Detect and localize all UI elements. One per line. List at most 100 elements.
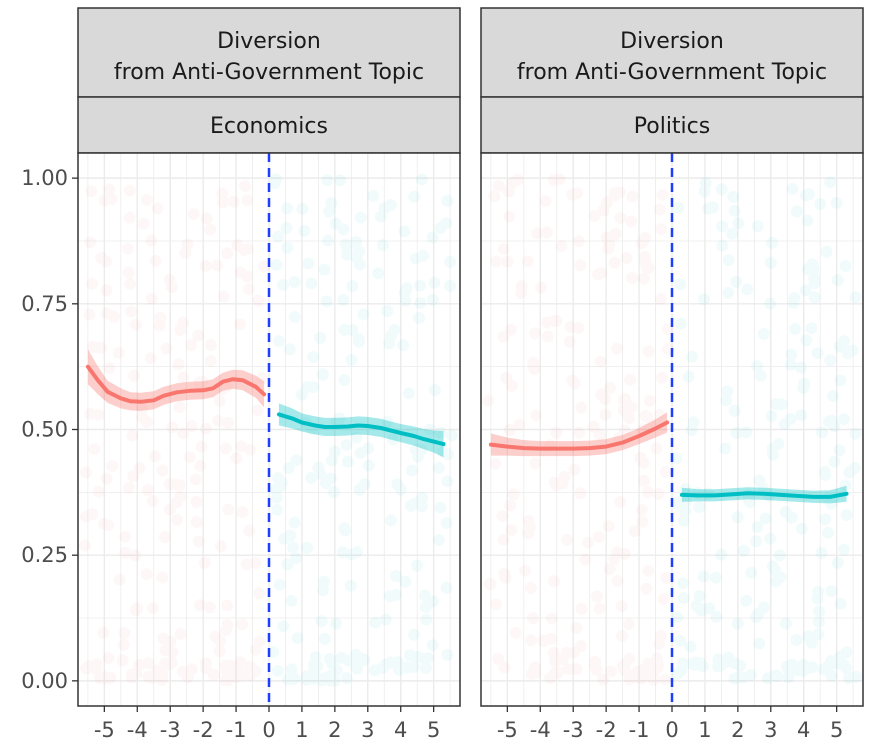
data-point — [671, 611, 684, 624]
data-point — [314, 467, 327, 480]
data-point — [672, 201, 685, 214]
data-point — [273, 578, 286, 591]
data-point — [337, 293, 350, 306]
x-tick-label: -4 — [127, 718, 148, 742]
data-point — [145, 672, 158, 685]
data-point — [618, 424, 631, 437]
data-point — [797, 381, 810, 394]
data-point — [124, 277, 137, 290]
data-point — [328, 445, 341, 458]
data-point — [154, 311, 167, 324]
data-point — [158, 657, 171, 670]
data-point — [589, 655, 602, 668]
x-tick-label: -1 — [226, 718, 247, 742]
data-point — [193, 599, 206, 612]
data-point — [505, 379, 518, 392]
data-point — [190, 495, 203, 508]
data-point — [839, 479, 852, 492]
data-point — [426, 231, 439, 244]
data-point — [556, 477, 569, 490]
data-point — [808, 272, 821, 285]
data-point — [404, 499, 417, 512]
data-point — [313, 673, 326, 686]
data-point — [129, 549, 142, 562]
data-point — [590, 590, 603, 603]
data-point — [412, 650, 425, 663]
data-point — [362, 459, 375, 472]
data-point — [637, 474, 650, 487]
data-point — [156, 571, 169, 584]
data-point — [824, 354, 837, 367]
data-points — [482, 173, 863, 686]
data-point — [840, 646, 853, 659]
y-tick-label: 0.75 — [21, 292, 68, 316]
data-point — [374, 210, 387, 223]
data-point — [843, 672, 856, 685]
data-point — [686, 657, 699, 670]
data-point — [129, 604, 142, 617]
data-point — [541, 226, 554, 239]
data-point — [84, 407, 97, 420]
data-point — [346, 654, 359, 667]
data-point — [307, 658, 320, 671]
data-point — [690, 656, 703, 669]
data-point — [751, 521, 764, 534]
data-point — [102, 672, 115, 685]
data-point — [192, 535, 205, 548]
data-point — [592, 530, 605, 543]
data-point — [572, 235, 585, 248]
data-point — [79, 510, 92, 523]
data-point — [105, 192, 118, 205]
data-point — [185, 663, 198, 676]
x-tick-label: 0 — [665, 718, 678, 742]
data-point — [199, 422, 212, 435]
data-point — [100, 255, 113, 268]
data-point — [677, 514, 690, 527]
data-point — [785, 348, 798, 361]
data-point — [636, 515, 649, 528]
data-point — [244, 443, 257, 456]
data-point — [315, 674, 328, 687]
facet-strip-outer — [480, 7, 864, 98]
data-point — [815, 426, 828, 439]
data-point — [628, 671, 641, 684]
data-point — [419, 661, 432, 674]
data-point — [797, 664, 810, 677]
data-point — [561, 533, 574, 546]
data-point — [320, 295, 333, 308]
data-point — [400, 282, 413, 295]
facet-strip-label: Economics — [210, 114, 328, 139]
x-tick-label: -5 — [497, 718, 518, 742]
data-point — [212, 414, 225, 427]
data-point — [722, 286, 735, 299]
data-point — [639, 409, 652, 422]
facet-strip-title: Diversion — [620, 29, 724, 54]
data-point — [637, 663, 650, 676]
data-point — [712, 660, 725, 673]
data-point — [759, 512, 772, 525]
data-point — [675, 663, 688, 676]
data-point — [86, 277, 99, 290]
data-point — [553, 173, 566, 186]
data-point — [541, 330, 554, 343]
data-point — [123, 211, 136, 224]
data-point — [341, 455, 354, 468]
data-point — [731, 671, 744, 684]
data-point — [722, 651, 735, 664]
data-point — [562, 663, 575, 676]
data-point — [838, 658, 851, 671]
data-point — [291, 632, 304, 645]
data-point — [274, 480, 287, 493]
data-point — [806, 258, 819, 271]
data-point — [136, 411, 149, 424]
data-point — [568, 377, 581, 390]
data-point — [620, 252, 633, 265]
data-point — [539, 194, 552, 207]
data-point — [133, 462, 146, 475]
facet-strip-inner — [480, 96, 864, 154]
data-point — [441, 194, 454, 207]
data-point — [489, 457, 502, 470]
data-point — [176, 665, 189, 678]
data-point — [611, 546, 624, 559]
data-point — [572, 321, 585, 334]
